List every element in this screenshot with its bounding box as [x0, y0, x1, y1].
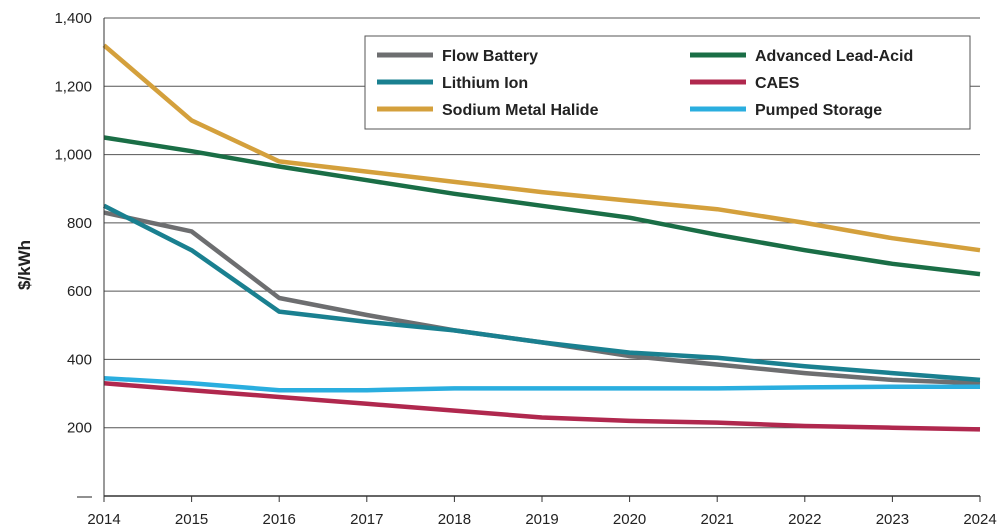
legend-box [364, 35, 971, 130]
y-tick-label: 800 [67, 215, 92, 232]
x-tick-label: 2019 [525, 511, 558, 528]
y-tick-label: 1,200 [54, 78, 92, 95]
legend-label-lithium-ion: Lithium Ion [442, 75, 528, 92]
legend: Flow Battery Advanced Lead-Acid Lithium Io… [364, 35, 971, 130]
series-line-lithium-ion [102, 203, 981, 383]
series-lines [102, 43, 981, 432]
y-tick-label: — [77, 488, 92, 505]
axes: — 200 400 600 800 1,000 1,200 1,400 2014 2015 2016… [54, 10, 996, 528]
x-tick-label: 2021 [701, 511, 734, 528]
y-tick-label: 1,000 [54, 147, 92, 164]
y-tick-label: 400 [67, 351, 92, 368]
x-tick-label: 2024 [963, 511, 996, 528]
x-tick-label: 2016 [263, 511, 296, 528]
y-tick-label: 1,400 [54, 10, 92, 27]
series-line-sodium-metal-halide [102, 43, 981, 253]
series-line-caes [103, 381, 981, 432]
legend-label-sodium-metal-halide: Sodium Metal Halide [442, 102, 599, 119]
legend-label-caes: CAES [755, 75, 800, 92]
series-line-advanced-lead-acid [103, 135, 981, 277]
x-tick-label: 2022 [788, 511, 821, 528]
series-line-flow-battery [103, 210, 981, 386]
x-tick-label: 2023 [876, 511, 909, 528]
legend-label-pumped-storage: Pumped Storage [755, 102, 882, 119]
x-tick-label: 2017 [350, 511, 383, 528]
series-line-pumped-storage [103, 375, 980, 393]
x-tick-label: 2018 [438, 511, 471, 528]
legend-label-flow-battery: Flow Battery [442, 48, 538, 65]
x-tick-label: 2020 [613, 511, 646, 528]
x-tick-label: 2015 [175, 511, 208, 528]
y-axis-label: $/kWh [15, 240, 34, 290]
y-tick-label: 600 [67, 283, 92, 300]
y-tick-label: 200 [67, 420, 92, 437]
x-tick-label: 2014 [87, 511, 120, 528]
legend-label-advanced-lead-acid: Advanced Lead-Acid [755, 48, 913, 65]
